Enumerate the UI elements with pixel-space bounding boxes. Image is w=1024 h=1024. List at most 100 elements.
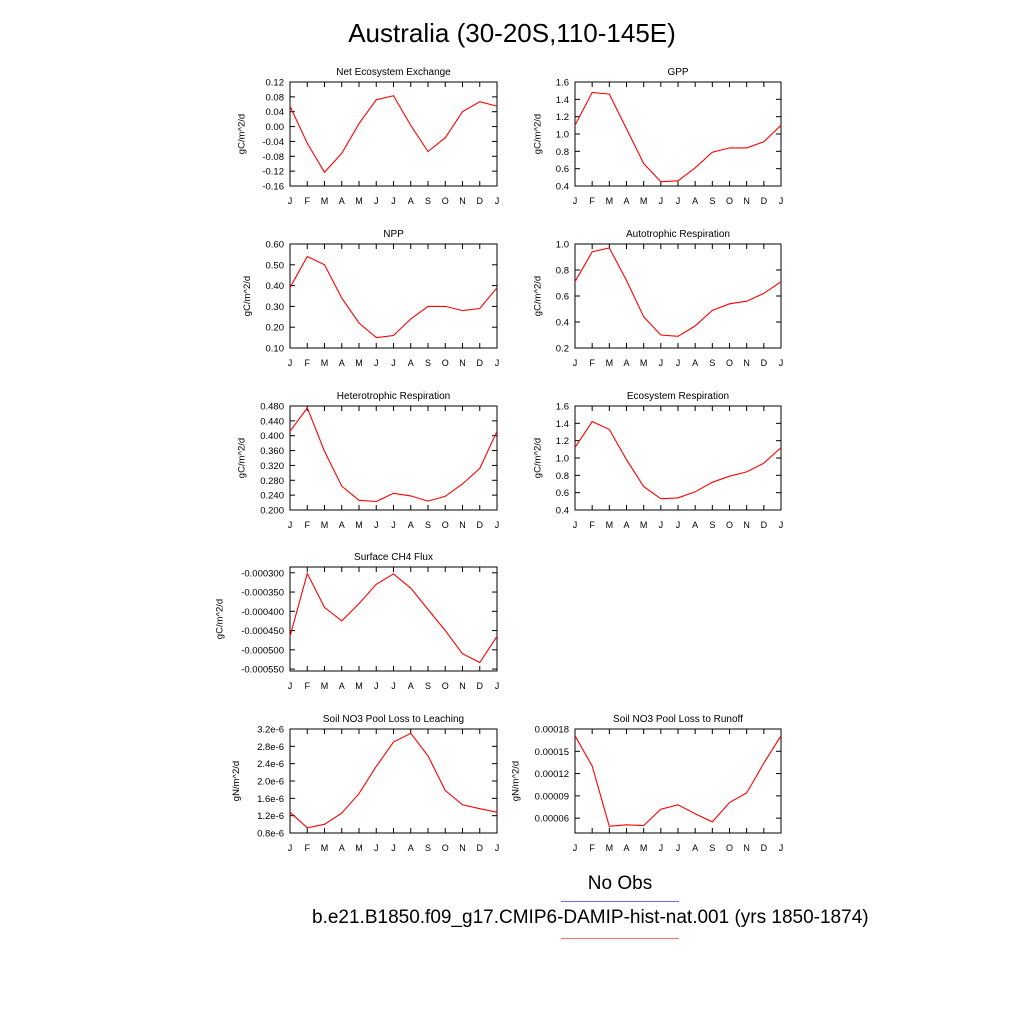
x-tick-label: A [623, 520, 629, 530]
y-tick-label: 2.0e-6 [257, 777, 284, 788]
y-tick-label: 0.4 [556, 318, 569, 329]
x-tick-label: S [709, 520, 715, 530]
x-tick-label: S [709, 196, 715, 206]
x-tick-label: O [442, 843, 449, 853]
y-tick-label: -0.000450 [241, 626, 284, 637]
y-tick-label: -0.12 [262, 167, 284, 178]
plot-frame [289, 81, 498, 187]
y-axis-label: gN/m^2/d [511, 761, 522, 801]
x-tick-label: O [442, 358, 449, 368]
series-line [574, 91, 782, 183]
y-tick-label: 0.8e-6 [257, 829, 284, 840]
page-title: Australia (30-20S,110-145E) [348, 18, 676, 48]
chart-title: NPP [383, 229, 404, 240]
y-tick-label: 0.6 [556, 488, 569, 499]
x-tick-label: M [355, 681, 363, 691]
x-tick-label: J [374, 520, 379, 530]
y-tick-label: 0.30 [266, 302, 285, 313]
y-tick-label: 0.200 [260, 506, 284, 517]
y-tick-label: 0.00006 [535, 814, 569, 825]
x-tick-label: F [589, 520, 595, 530]
legend-model-swatch [561, 938, 679, 939]
series-line [289, 255, 498, 339]
x-tick-label: F [305, 843, 311, 853]
y-tick-label: 2.8e-6 [257, 742, 284, 753]
x-tick-label: J [573, 358, 578, 368]
x-tick-label: J [676, 520, 681, 530]
y-tick-label: 0.360 [260, 446, 284, 457]
y-tick-label: 0.00009 [535, 791, 569, 802]
x-tick-label: J [659, 196, 664, 206]
x-tick-label: M [355, 520, 363, 530]
x-tick-label: M [606, 520, 614, 530]
x-tick-label: M [321, 358, 329, 368]
y-tick-label: 0.40 [266, 281, 285, 292]
y-axis-label: gC/m^2/d [237, 438, 248, 478]
x-tick-label: A [623, 196, 629, 206]
x-tick-label: N [743, 843, 750, 853]
x-tick-label: A [692, 843, 698, 853]
x-tick-label: J [374, 843, 379, 853]
y-tick-label: 0.12 [266, 78, 285, 89]
x-tick-label: S [425, 681, 431, 691]
plot-frame [574, 243, 782, 349]
x-tick-label: A [623, 843, 629, 853]
chart-title: Heterotrophic Respiration [337, 391, 450, 402]
x-tick-label: N [459, 520, 466, 530]
x-tick-label: F [305, 681, 311, 691]
x-tick-label: A [339, 681, 345, 691]
series-line [574, 735, 782, 827]
x-tick-label: M [640, 520, 648, 530]
x-tick-label: J [391, 520, 396, 530]
y-tick-label: 0.6 [556, 292, 569, 303]
y-tick-label: 0.8 [556, 266, 569, 277]
x-tick-label: N [459, 843, 466, 853]
x-tick-label: M [606, 196, 614, 206]
y-axis-label: gN/m^2/d [231, 761, 242, 801]
x-tick-label: M [606, 358, 614, 368]
x-tick-label: M [321, 681, 329, 691]
x-tick-label: O [726, 196, 733, 206]
x-tick-label: A [408, 520, 414, 530]
y-tick-label: 0.04 [266, 107, 285, 118]
x-tick-label: J [676, 843, 681, 853]
x-tick-label: M [355, 843, 363, 853]
x-tick-label: M [355, 196, 363, 206]
x-tick-label: J [495, 196, 500, 206]
x-tick-label: J [288, 520, 293, 530]
y-tick-label: 0.320 [260, 461, 284, 472]
x-tick-label: M [640, 843, 648, 853]
x-tick-label: A [339, 196, 345, 206]
x-tick-label: A [692, 358, 698, 368]
y-tick-label: 0.8 [556, 471, 569, 482]
x-tick-label: O [442, 196, 449, 206]
x-tick-label: D [761, 358, 768, 368]
y-tick-label: 0.00018 [535, 725, 569, 736]
x-tick-label: J [391, 196, 396, 206]
x-tick-label: J [495, 520, 500, 530]
x-tick-label: D [761, 520, 768, 530]
x-tick-label: O [442, 681, 449, 691]
x-tick-label: D [761, 196, 768, 206]
x-tick-label: J [659, 358, 664, 368]
x-tick-label: O [726, 358, 733, 368]
y-tick-label: 0.50 [266, 260, 285, 271]
x-tick-label: D [477, 520, 484, 530]
y-tick-label: 0.280 [260, 476, 284, 487]
plot-frame [574, 81, 782, 187]
y-tick-label: 1.6e-6 [257, 794, 284, 805]
chart-title: GPP [667, 67, 688, 78]
y-tick-label: 0.4 [556, 182, 569, 193]
x-tick-label: D [477, 843, 484, 853]
x-tick-label: D [477, 196, 484, 206]
x-tick-label: J [391, 358, 396, 368]
y-tick-label: 0.240 [260, 491, 284, 502]
y-axis-label: gC/m^2/d [237, 114, 248, 154]
y-axis-label: gC/m^2/d [533, 276, 544, 316]
x-tick-label: J [495, 358, 500, 368]
chart-title: Ecosystem Respiration [627, 391, 729, 402]
series-line [574, 420, 782, 500]
